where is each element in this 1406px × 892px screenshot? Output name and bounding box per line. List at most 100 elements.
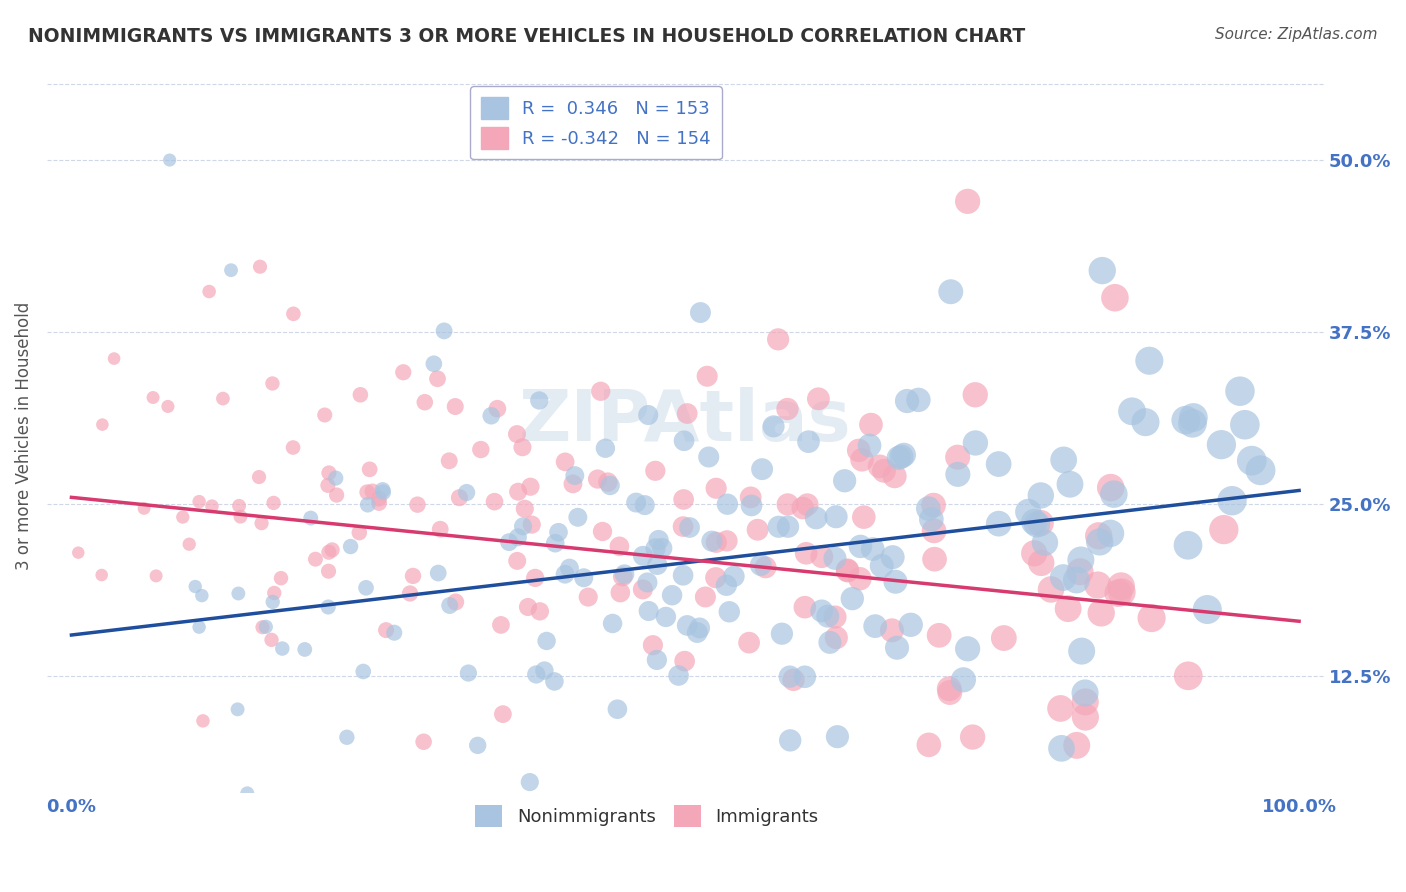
Immigrants bbox=[837, 563, 859, 577]
Immigrants bbox=[402, 569, 425, 583]
Immigrants bbox=[851, 452, 873, 467]
Nonimmigrants bbox=[564, 468, 586, 483]
Nonimmigrants bbox=[467, 739, 489, 753]
Nonimmigrants bbox=[506, 530, 529, 544]
Immigrants bbox=[766, 332, 789, 346]
Immigrants bbox=[263, 586, 285, 600]
Nonimmigrants bbox=[1211, 437, 1233, 451]
Nonimmigrants bbox=[907, 392, 929, 407]
Immigrants bbox=[965, 388, 987, 402]
Nonimmigrants bbox=[740, 499, 762, 513]
Immigrants bbox=[156, 400, 179, 414]
Immigrants bbox=[918, 738, 941, 752]
Nonimmigrants bbox=[900, 617, 922, 632]
Nonimmigrants bbox=[882, 550, 904, 565]
Nonimmigrants bbox=[673, 434, 696, 448]
Nonimmigrants bbox=[1024, 515, 1046, 529]
Immigrants bbox=[484, 494, 506, 508]
Immigrants bbox=[609, 585, 631, 599]
Nonimmigrants bbox=[554, 567, 576, 582]
Immigrants bbox=[392, 365, 415, 379]
Immigrants bbox=[1140, 611, 1163, 625]
Immigrants bbox=[612, 569, 634, 583]
Nonimmigrants bbox=[1135, 415, 1157, 429]
Immigrants bbox=[489, 618, 512, 632]
Nonimmigrants bbox=[834, 474, 856, 488]
Nonimmigrants bbox=[533, 664, 555, 678]
Nonimmigrants bbox=[1029, 488, 1052, 502]
Immigrants bbox=[922, 498, 945, 512]
Nonimmigrants bbox=[254, 620, 277, 634]
Nonimmigrants bbox=[886, 640, 908, 655]
Text: NONIMMIGRANTS VS IMMIGRANTS 3 OR MORE VEHICLES IN HOUSEHOLD CORRELATION CHART: NONIMMIGRANTS VS IMMIGRANTS 3 OR MORE VE… bbox=[28, 27, 1025, 45]
Nonimmigrants bbox=[810, 604, 832, 618]
Nonimmigrants bbox=[884, 574, 907, 589]
Nonimmigrants bbox=[519, 775, 541, 789]
Text: ZIPAtlas: ZIPAtlas bbox=[519, 386, 852, 456]
Nonimmigrants bbox=[779, 670, 801, 684]
Immigrants bbox=[270, 571, 292, 585]
Nonimmigrants bbox=[689, 305, 711, 319]
Immigrants bbox=[631, 582, 654, 597]
Nonimmigrants bbox=[1177, 538, 1199, 552]
Nonimmigrants bbox=[316, 600, 339, 615]
Nonimmigrants bbox=[371, 485, 394, 500]
Immigrants bbox=[1049, 701, 1071, 715]
Nonimmigrants bbox=[655, 610, 678, 624]
Nonimmigrants bbox=[1017, 505, 1039, 519]
Nonimmigrants bbox=[427, 566, 450, 580]
Nonimmigrants bbox=[529, 393, 551, 408]
Immigrants bbox=[444, 595, 467, 609]
Immigrants bbox=[956, 194, 979, 209]
Nonimmigrants bbox=[697, 450, 720, 464]
Immigrants bbox=[321, 542, 343, 557]
Immigrants bbox=[1066, 739, 1088, 753]
Nonimmigrants bbox=[602, 616, 624, 631]
Nonimmigrants bbox=[987, 516, 1010, 531]
Nonimmigrants bbox=[841, 591, 863, 606]
Nonimmigrants bbox=[457, 666, 479, 681]
Nonimmigrants bbox=[804, 511, 827, 525]
Immigrants bbox=[517, 599, 540, 614]
Nonimmigrants bbox=[700, 534, 723, 549]
Immigrants bbox=[198, 285, 221, 299]
Nonimmigrants bbox=[863, 619, 886, 633]
Nonimmigrants bbox=[184, 580, 207, 594]
Nonimmigrants bbox=[686, 625, 709, 640]
Nonimmigrants bbox=[1233, 417, 1256, 432]
Immigrants bbox=[103, 351, 125, 366]
Nonimmigrants bbox=[1091, 263, 1114, 277]
Immigrants bbox=[922, 524, 945, 538]
Immigrants bbox=[938, 681, 960, 696]
Nonimmigrants bbox=[357, 498, 380, 512]
Text: Source: ZipAtlas.com: Source: ZipAtlas.com bbox=[1215, 27, 1378, 42]
Immigrants bbox=[492, 707, 515, 722]
Immigrants bbox=[314, 408, 336, 422]
Nonimmigrants bbox=[779, 733, 801, 747]
Nonimmigrants bbox=[987, 457, 1010, 471]
Nonimmigrants bbox=[1059, 477, 1081, 491]
Immigrants bbox=[1031, 556, 1053, 570]
Immigrants bbox=[740, 491, 762, 505]
Legend: Nonimmigrants, Immigrants: Nonimmigrants, Immigrants bbox=[468, 798, 825, 834]
Immigrants bbox=[807, 392, 830, 406]
Immigrants bbox=[852, 510, 875, 524]
Immigrants bbox=[924, 552, 946, 566]
Immigrants bbox=[962, 730, 984, 744]
Nonimmigrants bbox=[645, 653, 668, 667]
Nonimmigrants bbox=[824, 551, 846, 566]
Nonimmigrants bbox=[294, 642, 316, 657]
Immigrants bbox=[349, 388, 371, 402]
Immigrants bbox=[1087, 529, 1109, 543]
Immigrants bbox=[792, 501, 814, 516]
Immigrants bbox=[1087, 578, 1109, 592]
Immigrants bbox=[576, 590, 599, 604]
Nonimmigrants bbox=[524, 667, 547, 681]
Immigrants bbox=[672, 519, 695, 533]
Immigrants bbox=[1090, 606, 1112, 620]
Nonimmigrants bbox=[544, 536, 567, 550]
Immigrants bbox=[704, 571, 727, 585]
Nonimmigrants bbox=[817, 609, 839, 624]
Immigrants bbox=[188, 494, 211, 508]
Nonimmigrants bbox=[637, 408, 659, 422]
